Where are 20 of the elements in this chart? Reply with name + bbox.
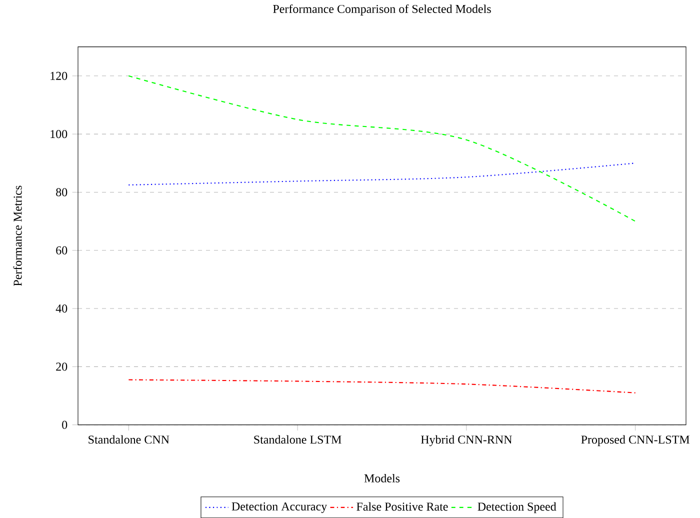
y-axis-title: Performance Metrics: [13, 186, 22, 286]
y-tick-label: 100: [50, 130, 68, 138]
y-tick-label: 60: [56, 246, 68, 254]
line-series: [128, 75, 636, 222]
x-tick-label: Proposed CNN-LSTM: [581, 435, 690, 446]
x-tick-label: Standalone LSTM: [254, 435, 342, 444]
x-axis-title: Models: [364, 474, 400, 482]
y-tick-label: 80: [56, 188, 68, 196]
x-tick-label: Hybrid CNN-RNN: [420, 435, 512, 446]
y-tick-label: 0: [62, 420, 68, 429]
legend-label: Detection Accuracy: [232, 502, 328, 513]
y-tick-label: 120: [50, 72, 68, 80]
line-series: [128, 162, 636, 186]
x-tick-label: Standalone CNN: [88, 435, 170, 444]
line-series: [128, 379, 636, 394]
chart-title: Performance Comparison of Selected Models: [273, 4, 491, 16]
legend-label: False Positive Rate: [356, 502, 448, 511]
y-tick-label: 40: [56, 304, 68, 312]
y-tick-label: 20: [56, 362, 68, 371]
legend-label: Detection Speed: [478, 502, 556, 514]
